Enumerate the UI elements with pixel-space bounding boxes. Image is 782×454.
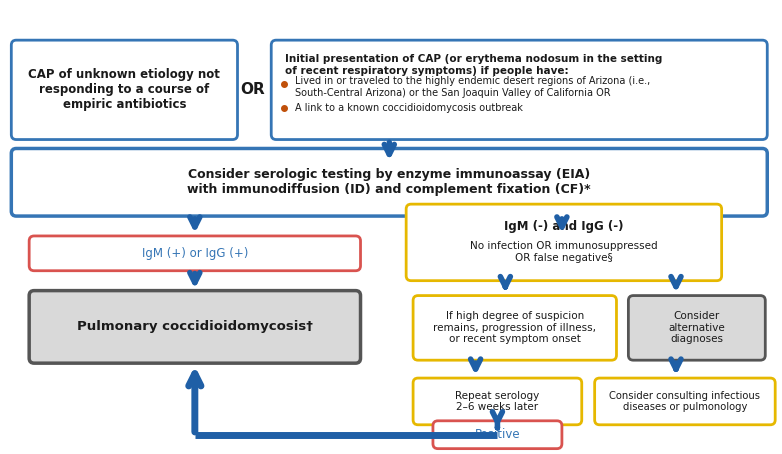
Text: Positive: Positive [475, 428, 520, 441]
FancyBboxPatch shape [594, 378, 775, 425]
FancyBboxPatch shape [29, 291, 361, 363]
FancyBboxPatch shape [413, 378, 582, 425]
Text: South-Central Arizona) or the San Joaquin Valley of California OR: South-Central Arizona) or the San Joaqui… [295, 88, 611, 98]
Text: CAP of unknown etiology not
responding to a course of
empiric antibiotics: CAP of unknown etiology not responding t… [28, 69, 221, 111]
Text: A link to a known coccidioidomycosis outbreak: A link to a known coccidioidomycosis out… [295, 103, 523, 113]
Text: IgM (-) and IgG (-): IgM (-) and IgG (-) [504, 219, 623, 232]
FancyBboxPatch shape [29, 236, 361, 271]
Text: Repeat serology
2–6 weeks later: Repeat serology 2–6 weeks later [455, 390, 540, 412]
Text: Consider consulting infectious
diseases or pulmonology: Consider consulting infectious diseases … [609, 390, 760, 412]
Text: Consider serologic testing by enzyme immunoassay (EIA)
with immunodiffusion (ID): Consider serologic testing by enzyme imm… [188, 168, 591, 196]
Text: Initial presentation of CAP (or erythema nodosum in the setting
of recent respir: Initial presentation of CAP (or erythema… [285, 54, 662, 76]
Text: Lived in or traveled to the highly endemic desert regions of Arizona (i.e.,: Lived in or traveled to the highly endem… [295, 76, 651, 86]
FancyBboxPatch shape [11, 40, 238, 139]
Text: IgM (+) or IgG (+): IgM (+) or IgG (+) [142, 247, 248, 260]
FancyBboxPatch shape [433, 421, 562, 449]
Text: If high degree of suspicion
remains, progression of illness,
or recent symptom o: If high degree of suspicion remains, pro… [433, 311, 597, 345]
Text: No infection OR immunosuppressed
OR false negative§: No infection OR immunosuppressed OR fals… [470, 241, 658, 263]
Text: Pulmonary coccidioidomycosis†: Pulmonary coccidioidomycosis† [77, 321, 313, 333]
FancyBboxPatch shape [406, 204, 722, 281]
FancyBboxPatch shape [271, 40, 767, 139]
FancyBboxPatch shape [11, 148, 767, 216]
Text: OR: OR [240, 82, 265, 97]
FancyBboxPatch shape [629, 296, 766, 360]
Text: Consider
alternative
diagnoses: Consider alternative diagnoses [669, 311, 725, 345]
FancyBboxPatch shape [413, 296, 616, 360]
